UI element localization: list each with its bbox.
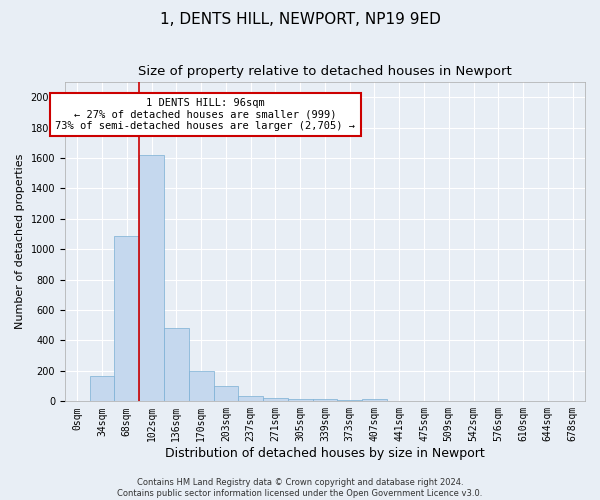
Bar <box>362 399 387 402</box>
Bar <box>115 236 139 402</box>
Text: 1 DENTS HILL: 96sqm
← 27% of detached houses are smaller (999)
73% of semi-detac: 1 DENTS HILL: 96sqm ← 27% of detached ho… <box>55 98 355 131</box>
Y-axis label: Number of detached properties: Number of detached properties <box>15 154 25 330</box>
Bar <box>313 399 337 402</box>
Bar <box>337 400 362 402</box>
Bar <box>89 376 115 402</box>
Bar <box>189 371 214 402</box>
Bar <box>263 398 288 402</box>
Bar <box>238 396 263 402</box>
Text: Contains HM Land Registry data © Crown copyright and database right 2024.
Contai: Contains HM Land Registry data © Crown c… <box>118 478 482 498</box>
Bar <box>214 386 238 402</box>
X-axis label: Distribution of detached houses by size in Newport: Distribution of detached houses by size … <box>165 447 485 460</box>
Title: Size of property relative to detached houses in Newport: Size of property relative to detached ho… <box>138 65 512 78</box>
Bar <box>288 399 313 402</box>
Bar <box>139 155 164 402</box>
Bar <box>164 328 189 402</box>
Text: 1, DENTS HILL, NEWPORT, NP19 9ED: 1, DENTS HILL, NEWPORT, NP19 9ED <box>160 12 440 28</box>
